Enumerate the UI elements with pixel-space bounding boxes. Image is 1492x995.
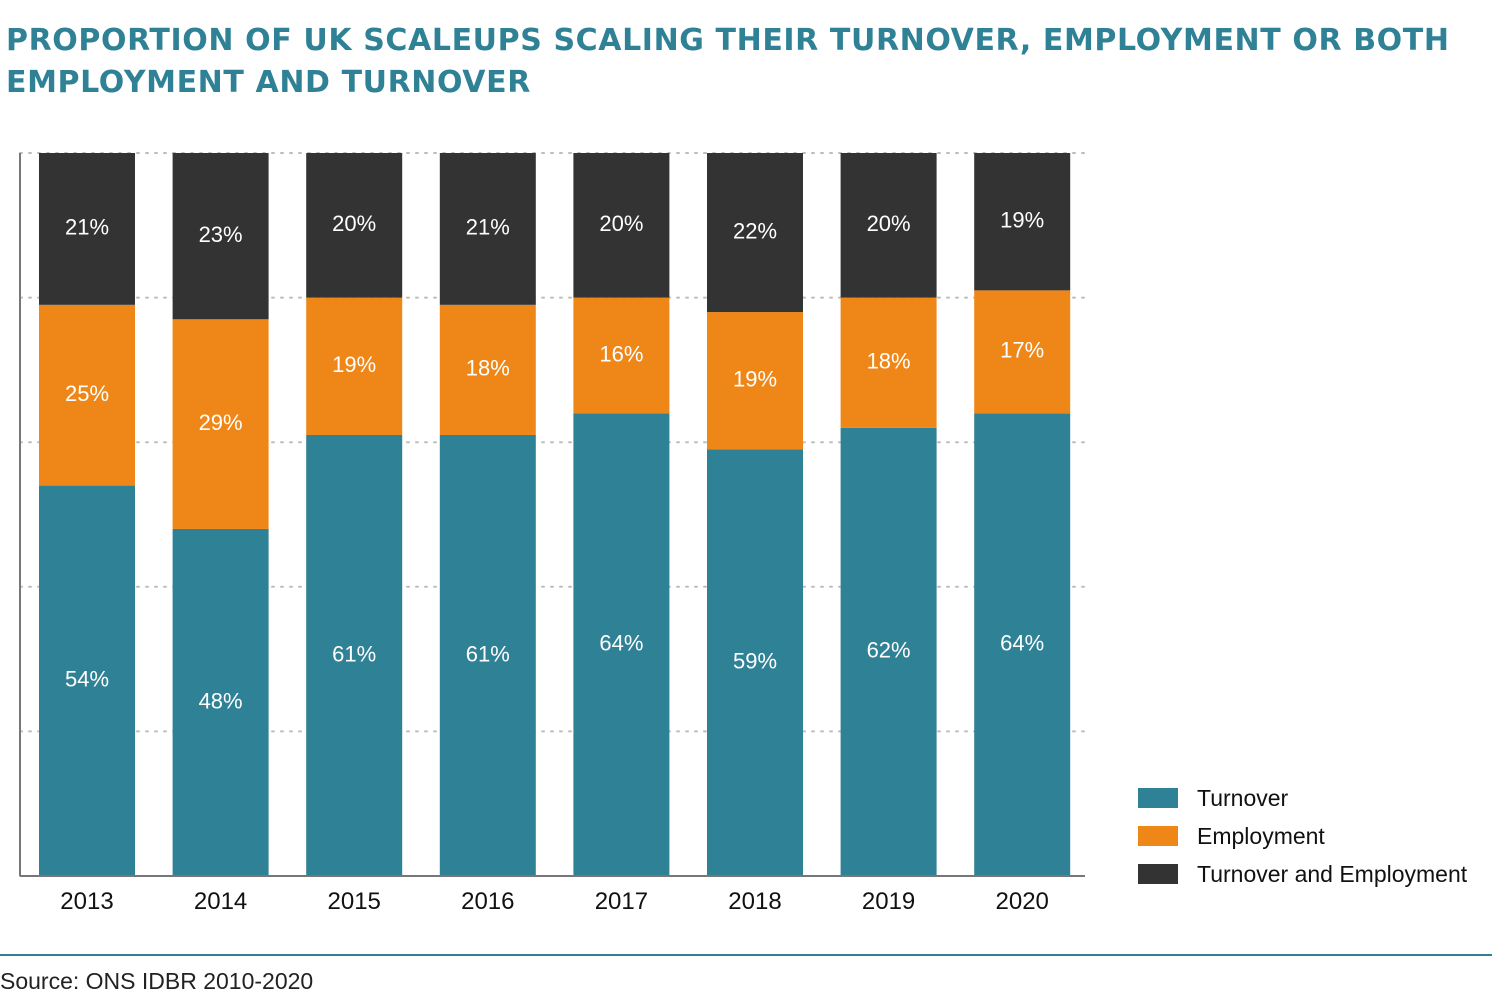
- data-label-employment-2015: 19%: [332, 352, 376, 377]
- legend-item-turnover: Turnover: [1138, 779, 1478, 817]
- data-label-turnover-2017: 64%: [599, 630, 643, 655]
- legend-item-turnover-and-employment: Turnover and Employment: [1138, 855, 1478, 893]
- x-tick-label-2019: 2019: [862, 888, 915, 915]
- bar-employment-2020: [974, 290, 1071, 414]
- data-label-employment-2020: 17%: [1000, 338, 1044, 363]
- data-label-turnover-and-employment-2016: 21%: [466, 215, 510, 240]
- data-label-turnover-2019: 62%: [867, 638, 911, 663]
- data-label-turnover-2015: 61%: [332, 641, 376, 666]
- bar-turnover-2016: [439, 434, 536, 876]
- legend-item-employment: Employment: [1138, 817, 1478, 855]
- chart-legend: Turnover Employment Turnover and Employm…: [1138, 779, 1478, 893]
- chart-bars: [39, 153, 1071, 876]
- legend-label-turnover-and-employment: Turnover and Employment: [1197, 861, 1468, 887]
- bar-turnover-and-employment-2020: [974, 153, 1071, 291]
- bar-employment-2017: [573, 297, 670, 414]
- x-tick-label-2017: 2017: [595, 888, 648, 915]
- legend-swatch-turnover: [1138, 788, 1178, 808]
- bar-turnover-and-employment-2019: [840, 153, 937, 298]
- x-tick-label-2018: 2018: [728, 888, 781, 915]
- data-label-turnover-and-employment-2015: 20%: [332, 211, 376, 236]
- bar-turnover-2015: [306, 434, 403, 876]
- bar-turnover-2013: [39, 485, 135, 876]
- bar-employment-2015: [306, 297, 403, 435]
- legend-swatch-employment: [1138, 826, 1178, 846]
- data-label-turnover-and-employment-2018: 22%: [733, 218, 777, 243]
- chart-data-labels: 54% 25% 21% 48% 29% 23% 61% 19% 20% 61% 18% 21% 64% 1…: [65, 207, 1044, 713]
- data-label-turnover-2018: 59%: [733, 649, 777, 674]
- data-label-turnover-and-employment-2020: 19%: [1000, 207, 1044, 232]
- data-label-employment-2018: 19%: [733, 367, 777, 392]
- source-note: Source: ONS IDBR 2010-2020: [0, 968, 314, 994]
- data-label-turnover-and-employment-2013: 21%: [65, 215, 109, 240]
- bar-employment-2018: [707, 312, 803, 450]
- data-label-employment-2016: 18%: [466, 356, 510, 381]
- data-label-employment-2013: 25%: [65, 381, 109, 406]
- legend-label-employment: Employment: [1197, 823, 1325, 849]
- legend-label-turnover: Turnover: [1197, 785, 1289, 811]
- bar-turnover-2020: [974, 413, 1071, 876]
- bar-employment-2019: [840, 297, 937, 428]
- data-label-employment-2017: 16%: [599, 341, 643, 366]
- bar-turnover-and-employment-2015: [306, 153, 403, 298]
- bar-turnover-2019: [840, 427, 937, 876]
- bar-employment-2014: [172, 319, 269, 529]
- legend-swatch-turnover-and-employment: [1138, 864, 1178, 884]
- x-tick-label-2020: 2020: [996, 888, 1049, 915]
- data-label-employment-2019: 18%: [867, 348, 911, 373]
- bar-turnover-and-employment-2017: [573, 153, 670, 298]
- x-tick-label-2015: 2015: [328, 888, 381, 915]
- bar-employment-2016: [439, 304, 536, 435]
- x-tick-label-2014: 2014: [194, 888, 247, 915]
- data-label-turnover-and-employment-2019: 20%: [867, 211, 911, 236]
- data-label-employment-2014: 29%: [199, 410, 243, 435]
- bar-turnover-2017: [573, 413, 670, 876]
- data-label-turnover-2014: 48%: [199, 688, 243, 713]
- bar-turnover-and-employment-2018: [707, 153, 803, 313]
- bar-turnover-and-employment-2016: [439, 153, 536, 305]
- data-label-turnover-and-employment-2017: 20%: [599, 211, 643, 236]
- bar-employment-2013: [39, 304, 135, 486]
- bar-turnover-2014: [172, 528, 269, 876]
- data-label-turnover-2016: 61%: [466, 641, 510, 666]
- bar-turnover-and-employment-2013: [39, 153, 135, 305]
- x-tick-label-2016: 2016: [461, 888, 514, 915]
- bar-turnover-and-employment-2014: [172, 153, 269, 320]
- data-label-turnover-2020: 64%: [1000, 630, 1044, 655]
- chart-title: PROPORTION OF UK SCALEUPS SCALING THEIR …: [6, 23, 1450, 100]
- data-label-turnover-2013: 54%: [65, 667, 109, 692]
- footer-rule: [0, 954, 1492, 956]
- x-tick-label-2013: 2013: [60, 888, 113, 915]
- data-label-turnover-and-employment-2014: 23%: [199, 222, 243, 247]
- chart-axes: 2013 2014 2015 2016 2017 2018 2019 2020: [19, 153, 1085, 915]
- bar-turnover-2018: [707, 449, 803, 876]
